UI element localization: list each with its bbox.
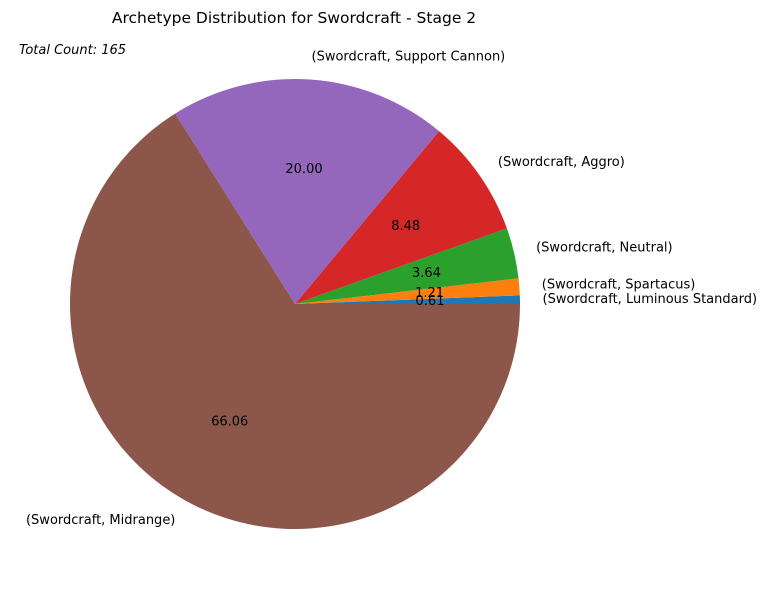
slice-label-swordcraft-midrange: (Swordcraft, Midrange) bbox=[26, 513, 175, 528]
pie-slices bbox=[70, 79, 520, 529]
pie-slice-swordcraft-neutral bbox=[295, 228, 519, 304]
total-count-annotation: Total Count: 165 bbox=[19, 43, 126, 58]
slice-percent-labels: 0.611.21 3.64 8.48 20.00 66.06 bbox=[211, 162, 444, 430]
slice-labels: (Swordcraft, Luminous Standard)(Swordcra… bbox=[26, 50, 757, 529]
slice-percent-swordcraft-luminous-standard: 0.61 bbox=[416, 294, 445, 309]
pie-slice-swordcraft-spartacus bbox=[295, 278, 520, 304]
slice-label-swordcraft-support-cannon: (Swordcraft, Support Cannon) bbox=[312, 50, 506, 65]
pie-slice-swordcraft-aggro bbox=[295, 131, 507, 304]
pie-slice-swordcraft-luminous-standard bbox=[295, 295, 520, 304]
slice-label-swordcraft-aggro: (Swordcraft, Aggro) bbox=[498, 155, 625, 170]
slice-percent-swordcraft-support-cannon: 20.00 bbox=[285, 162, 322, 177]
chart-title: Archetype Distribution for Swordcraft - … bbox=[112, 9, 476, 27]
slice-label-swordcraft-neutral: (Swordcraft, Neutral) bbox=[536, 240, 673, 255]
pie-slice-swordcraft-midrange bbox=[70, 113, 520, 529]
pie-slice-swordcraft-support-cannon bbox=[175, 79, 440, 305]
slice-label-swordcraft-luminous-standard: (Swordcraft, Luminous Standard) bbox=[543, 292, 758, 307]
slice-label-swordcraft-spartacus: (Swordcraft, Spartacus) bbox=[542, 278, 696, 293]
slice-percent-swordcraft-spartacus: 1.21 bbox=[415, 286, 444, 301]
slice-percent-swordcraft-aggro: 8.48 bbox=[391, 219, 420, 234]
slice-percent-swordcraft-neutral: 3.64 bbox=[412, 266, 441, 281]
slice-percent-swordcraft-midrange: 66.06 bbox=[211, 415, 248, 430]
